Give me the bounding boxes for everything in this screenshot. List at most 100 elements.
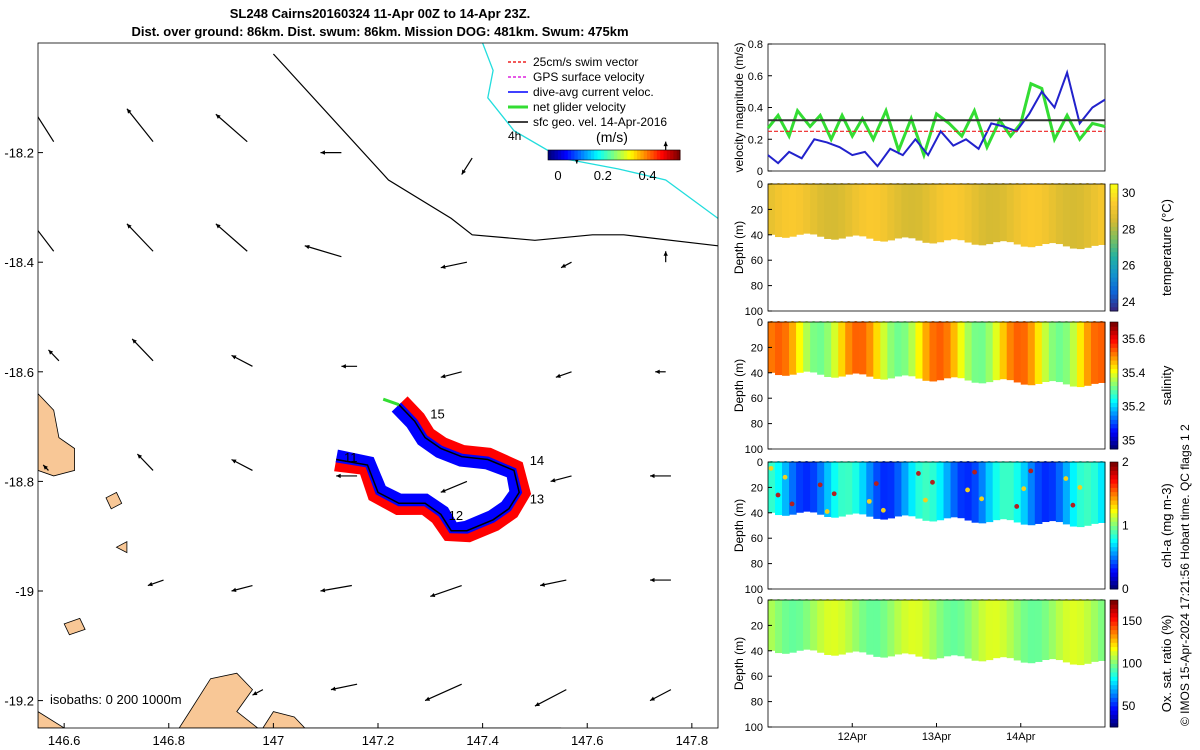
- salinity-column-22: [922, 322, 931, 381]
- chl-a-surface-dot-11: [845, 461, 852, 467]
- chl-a-surface-dot-28: [965, 461, 972, 467]
- chl-a-column-42: [1062, 462, 1071, 525]
- temperature-column-13: [859, 184, 867, 237]
- oxygen-ytick-label-5: 100: [745, 722, 763, 734]
- legend-label-4: sfc geo. vel. 14-Apr-2016: [533, 115, 667, 129]
- chl-a-column-10: [838, 462, 846, 517]
- chl-a-surface-dot-30: [979, 461, 986, 467]
- oxygen-cbar-cell-0: [1110, 722, 1118, 728]
- temperature-column-32: [992, 184, 1001, 243]
- chl-a-panel: 0 20 40 60 80 100 Depth (m) 0 1 2 chl-a (mg m-3): [732, 455, 1174, 596]
- colorbar-cell-1: [551, 150, 556, 160]
- chl-a-surface-dot-47: [1098, 461, 1105, 467]
- oxygen-surface-dot-24: [937, 599, 943, 605]
- chl-a-surface-dot-14: [866, 461, 873, 467]
- salinity-column-37: [1027, 322, 1036, 386]
- chl-a-surface-dot-13: [859, 461, 866, 467]
- chla-hotspot-3: [916, 471, 921, 476]
- salinity-cbar-tick-3: 35.6: [1122, 332, 1146, 346]
- oxygen-column-38: [1034, 600, 1043, 662]
- chl-a-ylabel: Depth (m): [732, 499, 746, 552]
- salinity-column-13: [859, 322, 867, 375]
- colorbar-cell-31: [650, 150, 655, 160]
- map-xtick-label-3: 147.2: [362, 733, 395, 748]
- oxygen-cbar-cell-12: [1110, 671, 1118, 677]
- oxygen-column-20: [908, 600, 917, 655]
- velocity-series-0: [766, 81, 1106, 160]
- geo-vector-head-27: [650, 473, 655, 479]
- cyan-boundary-line: [481, 43, 718, 219]
- temperature-surface-dot-17: [887, 183, 894, 189]
- salinity-surface-dot-43: [1070, 321, 1077, 327]
- day-label-11: 11: [344, 450, 358, 465]
- chl-a-column-1: [775, 462, 783, 516]
- oxygen-column-28: [964, 600, 973, 659]
- oxygen-surface-dot-27: [958, 599, 965, 605]
- salinity-surface-dot-28: [965, 321, 972, 327]
- salinity-cbar-cell-2: [1110, 436, 1118, 442]
- salinity-column-10: [838, 322, 846, 377]
- chl-a-ytick-label-0: 0: [757, 457, 763, 469]
- chl-a-cbar-label: chl-a (mg m-3): [1159, 483, 1174, 568]
- oxygen-cbar-cell-18: [1110, 646, 1118, 652]
- temperature-column-10: [838, 184, 846, 239]
- oxygen-column-36: [1020, 600, 1029, 663]
- salinity-surface-dot-3: [789, 321, 796, 327]
- oxygen-surface-dot-25: [944, 599, 951, 605]
- glider-track: [336, 404, 521, 532]
- temperature-cbar-cell-12: [1110, 255, 1118, 261]
- temperature-surface-dot-10: [838, 183, 845, 189]
- chl-a-surface-dot-5: [803, 461, 810, 467]
- chl-a-cbar-cell-26: [1110, 474, 1118, 480]
- temperature-surface-dot-19: [901, 183, 908, 189]
- chl-a-column-17: [887, 462, 895, 519]
- chla-hotspot-2: [866, 498, 872, 504]
- chl-a-cbar-tick-2: 2: [1122, 455, 1129, 469]
- temperature-column-36: [1020, 184, 1029, 247]
- salinity-cbar-cell-17: [1110, 372, 1118, 378]
- geo-vector-head-8: [126, 223, 132, 229]
- salinity-cbar-cell-14: [1110, 385, 1118, 391]
- temperature-surface-dot-6: [810, 183, 817, 189]
- chl-a-column-33: [999, 462, 1008, 520]
- oxygen-surface-dot-35: [1014, 599, 1021, 605]
- title-line-1: SL248 Cairns20160324 11-Apr 00Z to 14-Ap…: [229, 6, 531, 21]
- chl-a-surface-dot-24: [937, 461, 943, 467]
- oxygen-surface-dot-22: [922, 599, 929, 605]
- oxygen-column-10: [838, 600, 846, 655]
- oxygen-cbar-cell-4: [1110, 705, 1118, 711]
- temperature-cbar-cell-14: [1110, 247, 1118, 253]
- salinity-surface-dot-20: [908, 321, 915, 327]
- salinity-column-34: [1006, 322, 1015, 381]
- temperature-surface-dot-12: [852, 183, 859, 189]
- temperature-column-2: [782, 184, 790, 238]
- salinity-cbar-cell-0: [1110, 444, 1118, 450]
- temperature-surface-dot-4: [796, 183, 803, 189]
- colorbar-cell-5: [564, 150, 569, 160]
- temperature-cbar-cell-21: [1110, 217, 1118, 223]
- salinity-column-46: [1090, 322, 1099, 384]
- temperature-column-27: [957, 184, 966, 241]
- chl-a-cbar-tick-0: 0: [1122, 582, 1129, 596]
- oxygen-surface-dot-8: [824, 599, 831, 605]
- colorbar-cell-0: [548, 150, 552, 160]
- oxygen-surface-dot-42: [1063, 599, 1070, 605]
- temperature-surface-dot-36: [1021, 183, 1028, 189]
- salinity-column-14: [866, 322, 874, 377]
- chl-a-surface-dot-42: [1063, 461, 1070, 467]
- temperature-cbar-cell-15: [1110, 243, 1118, 248]
- temperature-panel: 0 20 40 60 80 100 Depth (m) 24 26 28 30 temperature…: [732, 179, 1174, 318]
- chl-a-cbar-cell-10: [1110, 542, 1118, 548]
- salinity-column-7: [817, 322, 825, 375]
- land-island-5: [115, 541, 128, 554]
- oxygen-column-6: [810, 600, 818, 651]
- temperature-surface-dot-11: [845, 183, 852, 189]
- oxygen-surface-dot-13: [859, 599, 866, 605]
- oxygen-ytick-label-1: 20: [751, 620, 763, 632]
- oxygen-xtick-label-2: 14Apr: [1006, 731, 1036, 743]
- velocity-ylabel: velocity magnitude (m/s): [732, 42, 746, 172]
- temperature-surface-dot-21: [915, 183, 922, 189]
- velocity-ytick-label-4: 0.8: [748, 39, 763, 51]
- oxygen-ytick-label-4: 80: [751, 697, 763, 709]
- oxygen-column-44: [1076, 600, 1085, 666]
